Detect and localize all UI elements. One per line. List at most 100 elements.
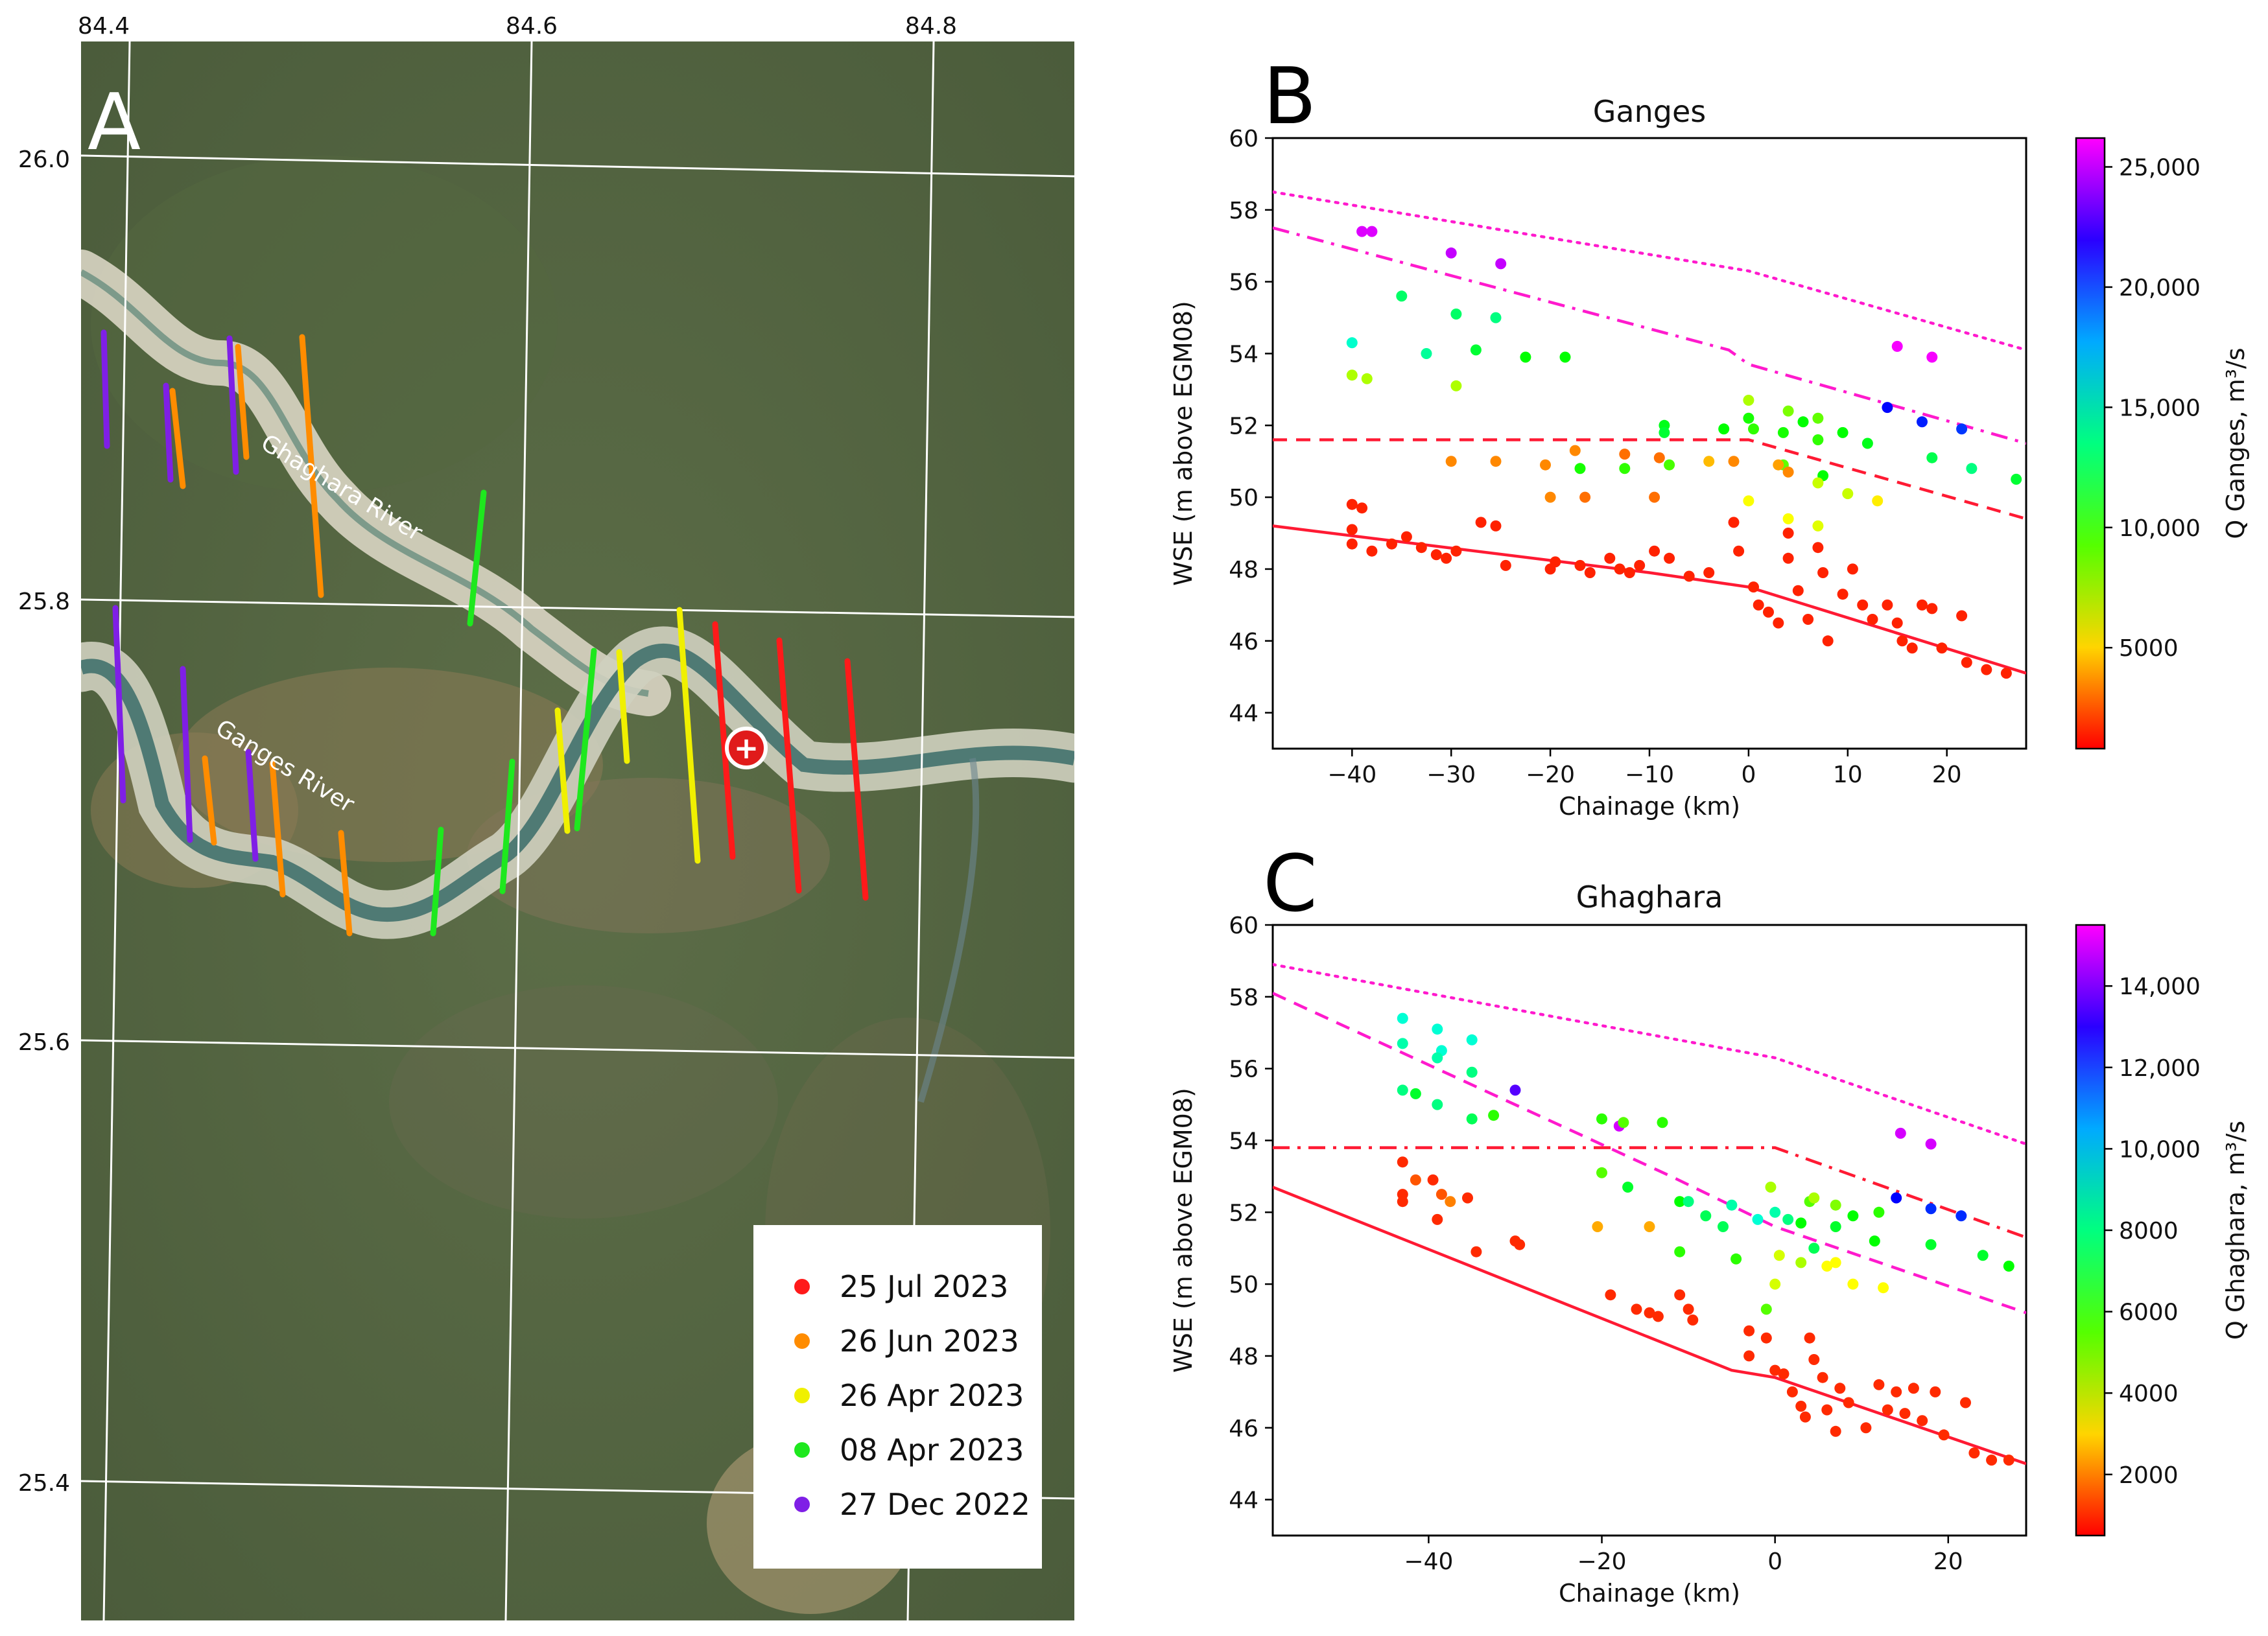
data-point [1631,1303,1642,1315]
data-point [1674,1196,1686,1208]
data-point [1961,657,1972,668]
parallel-26-0 [81,154,1074,178]
data-point [1733,545,1745,557]
transect-line [844,658,869,901]
y-tick-label: 56 [1229,1057,1258,1083]
data-point [1812,520,1824,532]
data-point [1509,1084,1521,1096]
data-point [1812,542,1824,554]
data-point [1488,1110,1500,1121]
ganges-river-water [81,644,1074,922]
data-point [1748,581,1759,593]
data-point [1410,1088,1421,1099]
data-point [1956,610,1968,622]
data-point [1930,1386,1941,1397]
data-point [1441,552,1452,564]
data-point [1490,520,1502,532]
data-point [1804,1332,1815,1344]
y-tick-label: 52 [1229,1200,1258,1226]
data-point [2011,473,2022,485]
data-point [1743,495,1754,507]
x-tick-label: −30 [1426,762,1476,788]
y-axis-label: WSE (m above EGM08) [1169,1088,1198,1373]
x-tick-label: 20 [1932,762,1962,788]
wse-profile-line-dashed [1273,438,2026,520]
lon-tick: 84.4 [78,13,130,40]
data-point [1873,1206,1885,1218]
data-point [1396,290,1408,302]
data-point [1683,1303,1694,1315]
data-point [1415,542,1427,554]
data-point [1346,369,1358,381]
data-point [1830,1257,1841,1268]
x-tick-label: −40 [1327,762,1376,788]
y-axis-label: WSE (m above EGM08) [1169,301,1198,586]
data-point [1540,459,1551,471]
gauge-cross-icon: + [734,730,759,765]
data-point [1882,599,1893,611]
chart-title: Ganges [1593,94,1706,129]
data-point [1986,1455,1998,1466]
y-tick-label: 46 [1229,1416,1258,1442]
data-point [1450,380,1462,391]
data-point [1490,456,1502,467]
data-point [1356,502,1368,514]
parallel-25-8 [81,598,1074,618]
data-point [1386,538,1397,550]
data-point [1471,1246,1482,1257]
data-point [1427,1174,1439,1186]
data-point [1895,1127,1906,1139]
y-tick-label: 52 [1229,413,1258,439]
data-point [1432,1099,1443,1110]
data-point [1445,1196,1456,1208]
legend-marker [794,1333,810,1349]
data-point [1837,589,1849,600]
data-point [1743,1325,1755,1337]
data-point [1400,531,1412,543]
legend-marker [794,1279,810,1294]
data-point [1808,1192,1820,1204]
data-point [1450,309,1462,320]
y-tick-label: 60 [1229,126,1258,152]
data-point [1687,1315,1699,1326]
data-point [1891,617,1903,629]
data-point [1869,1235,1880,1247]
data-point [1847,1278,1859,1290]
data-point [1760,1332,1772,1344]
map-legend: 25 Jul 2023 26 Jun 2023 26 Apr 2023 08 Apr … [753,1225,1042,1569]
data-point [1584,567,1596,578]
x-tick-label: 0 [1741,762,1756,788]
data-point [1925,1203,1937,1215]
data-point [1830,1221,1841,1232]
terrain-patch [91,156,558,493]
data-point [1618,1117,1629,1128]
data-point [1579,491,1591,503]
data-point [1674,1246,1686,1257]
transect-line [245,749,259,862]
data-point [1596,1113,1607,1125]
data-point [1795,1217,1807,1229]
legend-label: 08 Apr 2023 [840,1432,1024,1467]
colorbar-tick-label: 20,000 [2119,275,2201,301]
data-point [1812,412,1824,424]
data-point [1763,606,1774,618]
tributary [917,758,980,1103]
data-point [1500,559,1511,571]
gauge-circle [725,727,768,769]
lat-tick: 25.6 [18,1029,70,1056]
data-point [1782,466,1794,478]
data-point [1960,1397,1971,1408]
data-point [1718,1221,1729,1232]
data-point [1925,1138,1937,1150]
data-point [1821,1404,1833,1416]
y-tick-label: 56 [1229,270,1258,296]
meridian-84-4 [102,41,131,1620]
data-point [1977,1250,1989,1261]
data-point [1773,1250,1785,1261]
data-point [1873,1379,1885,1390]
panel-label: B [1263,52,1316,142]
y-tick-label: 58 [1229,985,1258,1011]
data-point [1878,1282,1889,1294]
transect-lines [100,329,869,937]
colorbar-tick-label: 15,000 [2119,395,2201,421]
